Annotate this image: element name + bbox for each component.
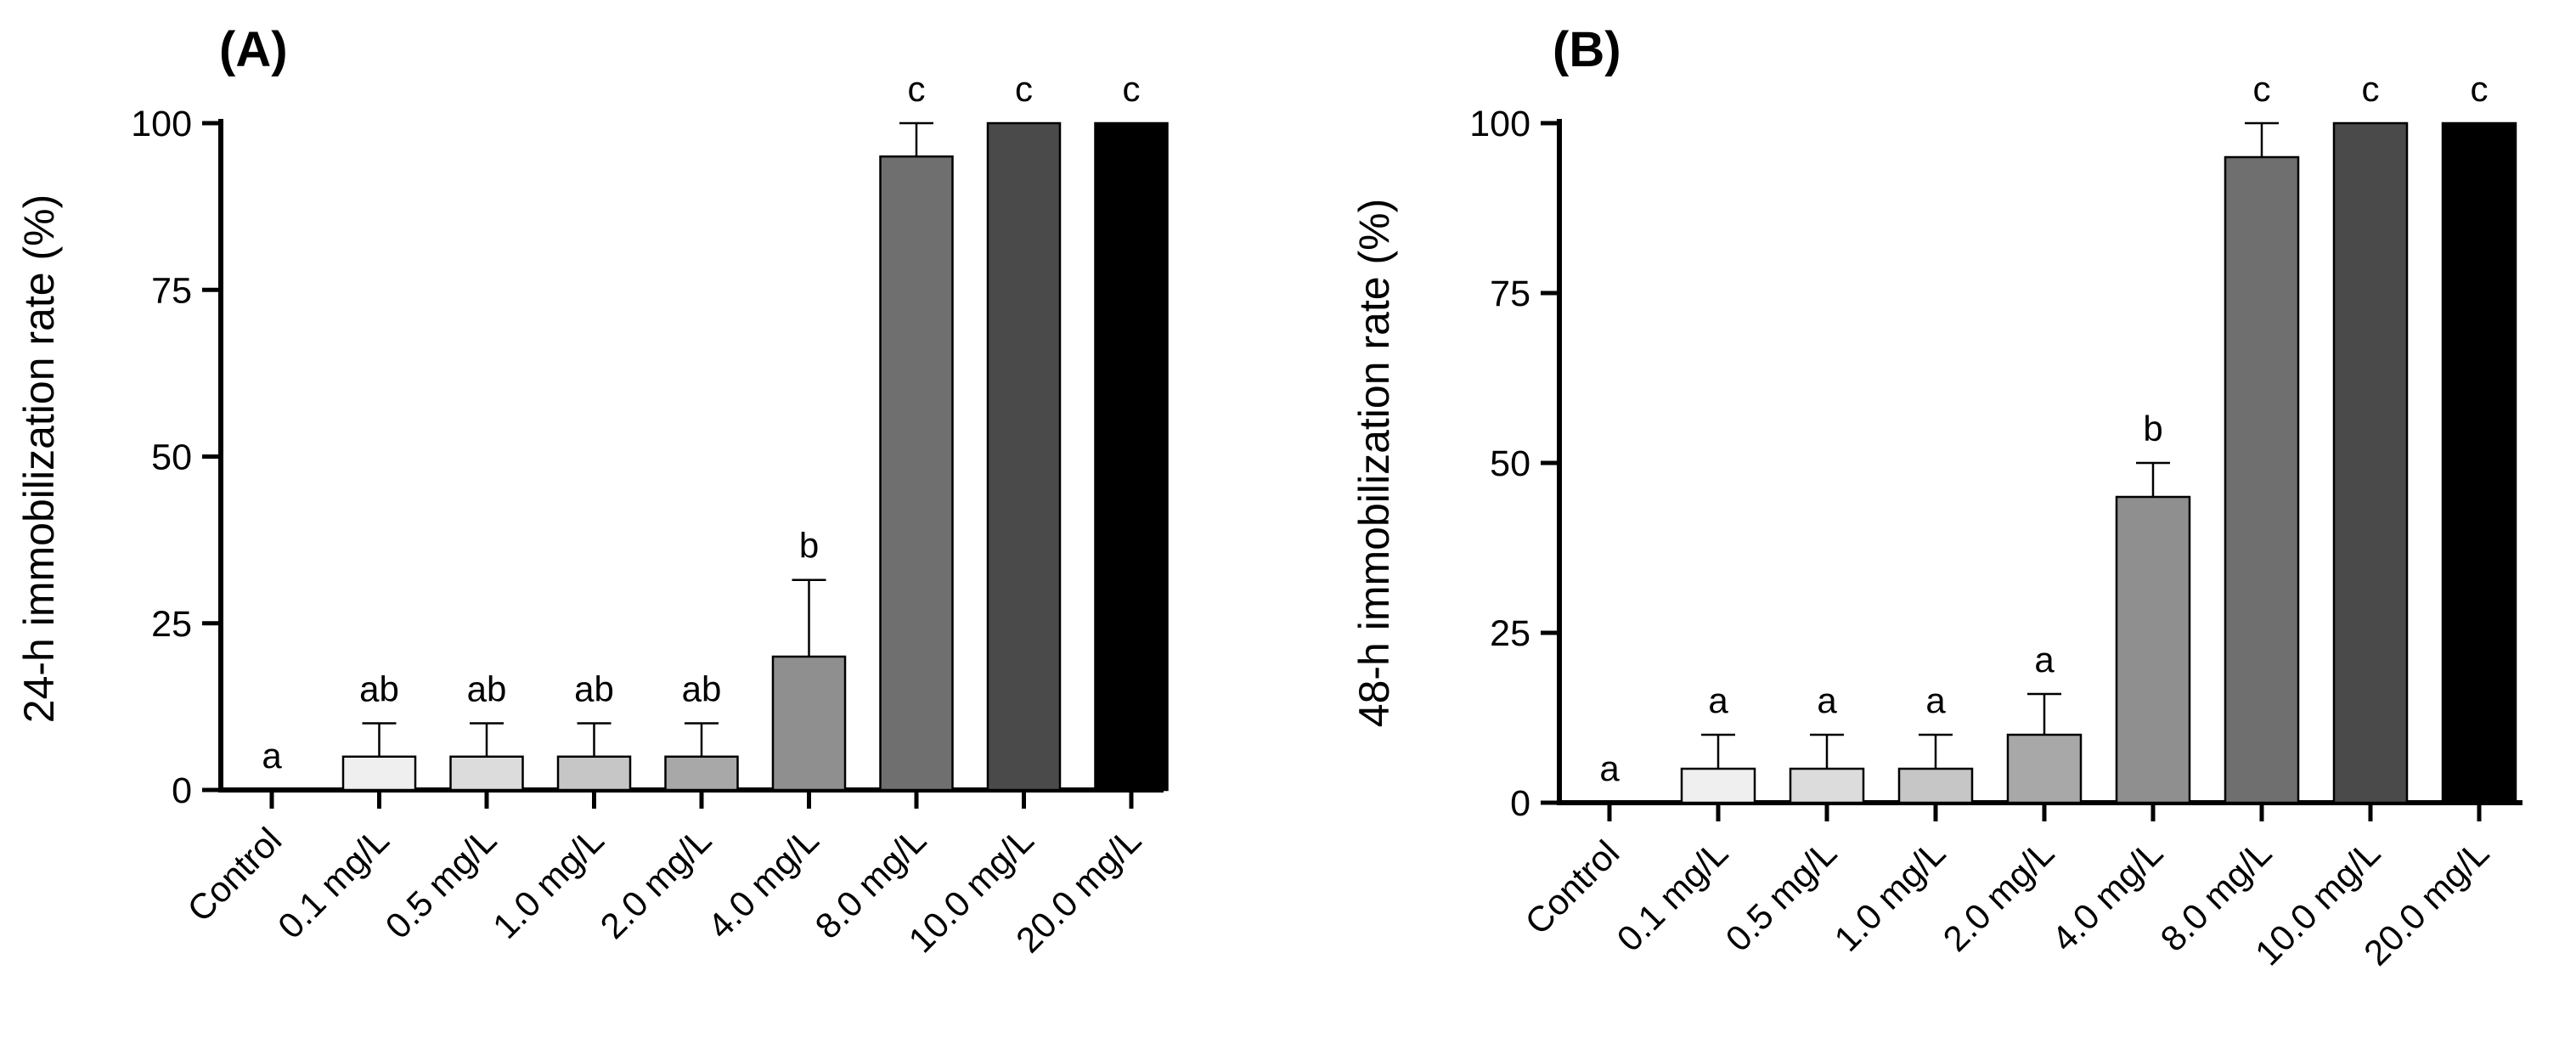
y-axis-title: 24-h immobilization rate (%) <box>15 195 63 723</box>
panel-a: (A) 24-h immobilization rate (%) 0 25 50 75… <box>15 22 1169 960</box>
y-tick-label: 75 <box>151 270 192 311</box>
bar <box>2006 733 2083 804</box>
significance-label: a <box>1925 680 1946 720</box>
bar <box>664 755 739 792</box>
bar <box>1897 767 1974 804</box>
significance-label: c <box>908 69 926 109</box>
significance-label: ab <box>359 669 399 709</box>
bar <box>449 755 524 792</box>
y-tick-label: 50 <box>151 437 192 478</box>
y-tick-label: 100 <box>131 104 192 144</box>
bar <box>986 121 1062 792</box>
y-tick-label: 25 <box>1490 613 1530 654</box>
panel-b: (B) 48-h immobilization rate (%) 0 25 50 75… <box>1350 22 2522 973</box>
y-axis-title: 48-h immobilization rate (%) <box>1350 199 1398 727</box>
y-tick-label: 50 <box>1490 443 1530 484</box>
y-tick-label: 25 <box>151 604 192 645</box>
bar <box>879 155 954 792</box>
bar <box>2115 495 2191 804</box>
significance-label: a <box>2034 640 2055 680</box>
significance-label: c <box>2471 69 2489 109</box>
bar <box>1680 767 1756 804</box>
y-tick-label: 75 <box>1490 274 1530 314</box>
significance-label: c <box>2362 69 2380 109</box>
y-tick-label: 0 <box>1510 783 1530 824</box>
significance-label: c <box>1015 69 1033 109</box>
bar <box>341 755 417 792</box>
significance-label: c <box>1123 69 1141 109</box>
bar <box>1789 767 1865 804</box>
significance-label: b <box>799 526 819 566</box>
x-tick-label: 4.0 mg/L <box>700 820 826 946</box>
bar <box>556 755 632 792</box>
x-tick-label: 0.1 mg/L <box>1609 832 1736 959</box>
x-tick-label: Control <box>1517 832 1626 942</box>
significance-label: ab <box>467 669 507 709</box>
bar <box>1094 121 1169 792</box>
x-tick-label: 1.0 mg/L <box>485 820 612 946</box>
x-tick-label: 1.0 mg/L <box>1827 832 1953 959</box>
significance-label: a <box>1817 680 1837 720</box>
x-tick-label: 0.5 mg/L <box>1718 832 1845 959</box>
significance-label: a <box>1599 748 1620 788</box>
bar <box>2441 121 2517 804</box>
significance-label: a <box>262 736 282 776</box>
significance-label: b <box>2143 409 2162 448</box>
bar <box>2332 121 2409 804</box>
x-tick-label: Control <box>179 820 289 929</box>
significance-label: ab <box>682 669 722 709</box>
significance-label: c <box>2253 69 2271 109</box>
significance-label: ab <box>574 669 614 709</box>
x-tick-label: 0.1 mg/L <box>270 820 397 946</box>
significance-label: a <box>1708 680 1728 720</box>
panel-label: (A) <box>219 22 288 77</box>
x-tick-label: 0.5 mg/L <box>378 820 504 946</box>
bar <box>771 655 847 792</box>
x-tick-label: 4.0 mg/L <box>2044 832 2171 959</box>
bar <box>2224 155 2300 804</box>
x-tick-label: 2.0 mg/L <box>593 820 719 946</box>
x-tick-label: 2.0 mg/L <box>1936 832 2062 959</box>
panel-label: (B) <box>1553 22 1621 77</box>
y-tick-label: 0 <box>172 770 192 811</box>
y-tick-label: 100 <box>1469 104 1530 144</box>
